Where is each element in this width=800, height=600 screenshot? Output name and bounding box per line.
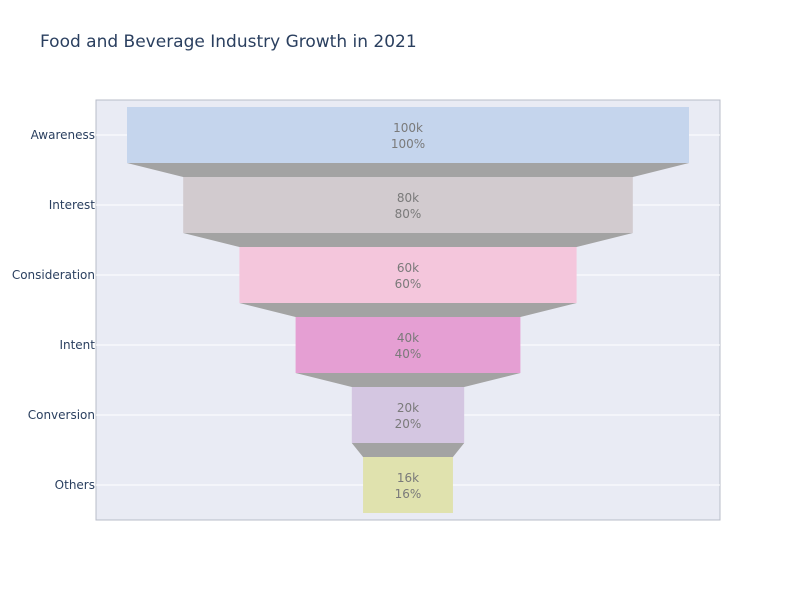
bar-percent-label: 60% (395, 277, 422, 291)
y-tick-label: Interest (49, 198, 96, 212)
funnel-connector (127, 163, 689, 177)
funnel-bar (239, 247, 577, 303)
bar-percent-label: 80% (395, 207, 422, 221)
bar-value-label: 80k (397, 191, 419, 205)
funnel-connector (183, 233, 633, 247)
bar-percent-label: 20% (395, 417, 422, 431)
y-tick-label: Intent (59, 338, 95, 352)
funnel-connector (239, 303, 577, 317)
funnel-connector (351, 443, 465, 457)
bar-value-label: 16k (397, 471, 419, 485)
bar-value-label: 40k (397, 331, 419, 345)
funnel-bar (127, 107, 689, 163)
funnel-bar (363, 457, 453, 513)
y-tick-label: Others (55, 478, 95, 492)
funnel-bar (351, 387, 465, 443)
bar-value-label: 100k (393, 121, 423, 135)
bar-percent-label: 40% (395, 347, 422, 361)
funnel-connector (295, 373, 521, 387)
y-tick-label: Consideration (12, 268, 95, 282)
chart-title: Food and Beverage Industry Growth in 202… (40, 32, 417, 52)
y-tick-label: Awareness (31, 128, 95, 142)
bar-percent-label: 100% (391, 137, 425, 151)
bar-value-label: 20k (397, 401, 419, 415)
funnel-bar (183, 177, 633, 233)
y-tick-label: Conversion (28, 408, 95, 422)
bar-value-label: 60k (397, 261, 419, 275)
bar-percent-label: 16% (395, 487, 422, 501)
funnel-bar (295, 317, 521, 373)
